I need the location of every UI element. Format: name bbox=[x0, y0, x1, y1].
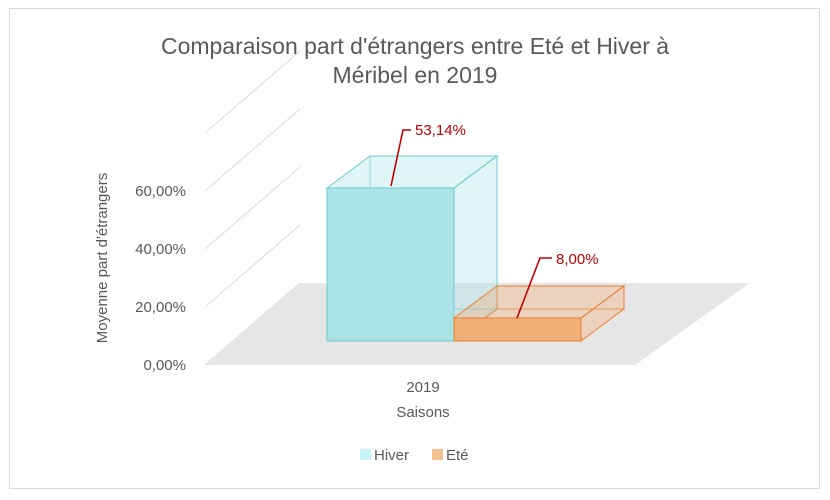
bar-front-face bbox=[326, 187, 455, 342]
y-tick-label: 40,00% bbox=[135, 241, 186, 258]
chart-title-line-1: Comparaison part d'étrangers entre Eté e… bbox=[161, 33, 669, 59]
gridline bbox=[204, 224, 301, 308]
legend: Hiver Eté bbox=[360, 447, 469, 464]
y-tick-label: 60,00% bbox=[135, 183, 186, 200]
data-label-leader bbox=[516, 257, 552, 319]
x-axis-title: Saisons bbox=[396, 404, 449, 421]
y-tick-labels: 0,00% 20,00% 40,00% 60,00% bbox=[135, 183, 186, 374]
bar-eté bbox=[452, 284, 626, 342]
legend-swatch-hiver bbox=[360, 449, 371, 460]
y-tick-label: 20,00% bbox=[135, 299, 186, 316]
y-axis-title: Moyenne part d'étrangers bbox=[94, 173, 111, 343]
data-labels: 53,14% 8,00% bbox=[390, 122, 599, 319]
legend-swatch-ete bbox=[432, 449, 443, 460]
bar-front-face bbox=[453, 317, 582, 342]
bars bbox=[325, 155, 626, 342]
legend-label-hiver: Hiver bbox=[374, 447, 409, 464]
chart-title-line-2: Méribel en 2019 bbox=[333, 62, 498, 88]
gridline bbox=[204, 166, 301, 250]
bar-hiver bbox=[325, 155, 499, 342]
gridline bbox=[204, 108, 301, 192]
gridline bbox=[204, 50, 301, 134]
data-label-eté: 8,00% bbox=[556, 251, 599, 268]
x-category-label: 2019 bbox=[406, 379, 439, 396]
data-label-leader bbox=[390, 129, 411, 187]
data-label-hiver: 53,14% bbox=[415, 122, 466, 139]
legend-label-ete: Eté bbox=[446, 447, 469, 464]
y-tick-label: 0,00% bbox=[143, 357, 186, 374]
